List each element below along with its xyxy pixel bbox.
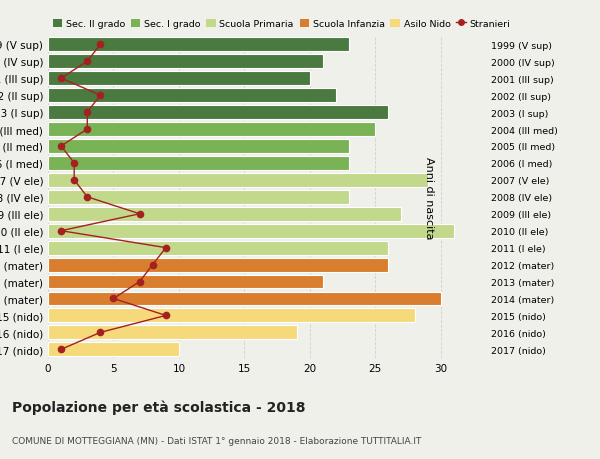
Bar — [48, 241, 388, 255]
Bar — [48, 275, 323, 289]
Bar — [48, 106, 388, 120]
Bar — [48, 123, 375, 137]
Text: Popolazione per età scolastica - 2018: Popolazione per età scolastica - 2018 — [12, 399, 305, 414]
Bar — [48, 157, 349, 170]
Bar — [48, 342, 179, 357]
Bar — [48, 140, 349, 154]
Y-axis label: Anni di nascita: Anni di nascita — [424, 156, 434, 239]
Bar — [48, 55, 323, 69]
Bar — [48, 309, 415, 323]
Bar — [48, 292, 441, 306]
Bar — [48, 38, 349, 52]
Bar — [48, 72, 310, 86]
Legend: Sec. II grado, Sec. I grado, Scuola Primaria, Scuola Infanzia, Asilo Nido, Stran: Sec. II grado, Sec. I grado, Scuola Prim… — [53, 20, 510, 29]
Bar — [48, 190, 349, 204]
Bar — [48, 89, 336, 103]
Bar — [48, 174, 428, 187]
Bar — [48, 224, 454, 238]
Bar — [48, 326, 297, 340]
Bar — [48, 258, 388, 272]
Bar — [48, 207, 401, 221]
Text: COMUNE DI MOTTEGGIANA (MN) - Dati ISTAT 1° gennaio 2018 - Elaborazione TUTTITALI: COMUNE DI MOTTEGGIANA (MN) - Dati ISTAT … — [12, 436, 421, 445]
